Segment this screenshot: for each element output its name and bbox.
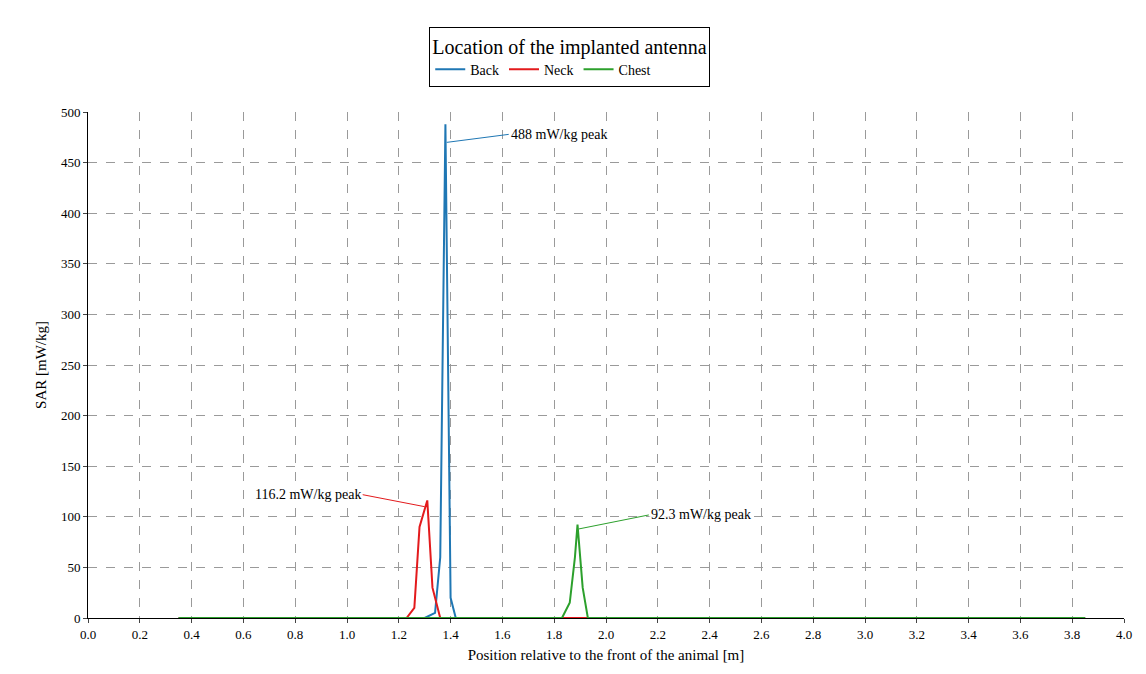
svg-text:2.8: 2.8 [805,627,821,642]
svg-text:2.6: 2.6 [753,627,770,642]
svg-text:116.2 mW/kg peak: 116.2 mW/kg peak [255,487,361,502]
svg-text:450: 450 [61,155,81,170]
svg-text:2.4: 2.4 [701,627,718,642]
svg-text:1.8: 1.8 [546,627,562,642]
svg-text:3.4: 3.4 [960,627,977,642]
svg-text:400: 400 [61,206,81,221]
svg-text:500: 500 [61,105,81,120]
svg-text:2.2: 2.2 [650,627,666,642]
svg-text:4.0: 4.0 [1116,627,1132,642]
svg-text:3.2: 3.2 [909,627,925,642]
svg-text:200: 200 [61,408,81,423]
svg-text:0.8: 0.8 [287,627,303,642]
svg-text:1.0: 1.0 [339,627,355,642]
svg-text:100: 100 [61,509,81,524]
svg-text:SAR [mW/kg]: SAR [mW/kg] [33,321,49,409]
svg-text:Position relative to the front: Position relative to the front of the an… [468,647,745,663]
svg-text:Back: Back [470,63,499,78]
svg-text:300: 300 [61,307,81,322]
svg-text:92.3 mW/kg peak: 92.3 mW/kg peak [651,507,751,522]
svg-text:0.4: 0.4 [183,627,200,642]
svg-text:1.6: 1.6 [494,627,511,642]
svg-text:50: 50 [67,560,80,575]
svg-text:0.6: 0.6 [235,627,252,642]
svg-text:Neck: Neck [544,63,574,78]
svg-text:Location of the implanted ante: Location of the implanted antenna [432,36,706,59]
svg-text:1.2: 1.2 [391,627,407,642]
svg-text:150: 150 [61,459,81,474]
svg-text:Chest: Chest [619,63,651,78]
svg-text:3.6: 3.6 [1012,627,1029,642]
svg-text:3.0: 3.0 [857,627,873,642]
svg-text:488 mW/kg peak: 488 mW/kg peak [511,127,607,142]
svg-text:350: 350 [61,256,81,271]
svg-text:0: 0 [74,611,81,626]
svg-text:2.0: 2.0 [598,627,614,642]
svg-text:3.8: 3.8 [1064,627,1080,642]
svg-text:1.4: 1.4 [442,627,459,642]
svg-text:0.2: 0.2 [132,627,148,642]
svg-text:250: 250 [61,358,81,373]
svg-text:0.0: 0.0 [80,627,96,642]
